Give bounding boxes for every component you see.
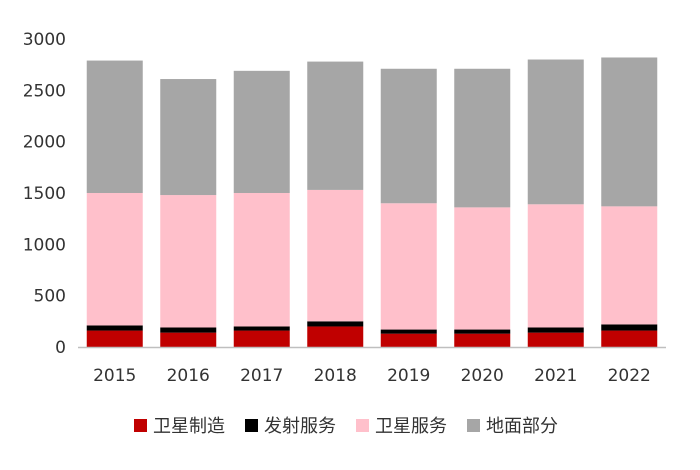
bar-segment <box>380 333 437 347</box>
bar-segment <box>527 59 584 205</box>
bar-segment <box>601 57 658 207</box>
bar-segment <box>233 330 290 347</box>
bar-segment <box>527 327 584 333</box>
bar-segment <box>307 326 364 347</box>
bar-segment <box>454 333 511 347</box>
bar-segment <box>160 327 217 333</box>
x-tick-label: 2022 <box>608 366 651 386</box>
y-tick-label: 2500 <box>23 81 66 101</box>
bar-segment <box>160 332 217 347</box>
bar-segment <box>86 193 143 326</box>
bar-segment <box>454 207 511 330</box>
legend-label: 地面部分 <box>486 416 558 437</box>
bar-segment <box>160 79 217 196</box>
y-tick-label: 500 <box>34 287 66 307</box>
y-axis: 0 500 1000 1500 2000 2500 3000 <box>23 30 66 358</box>
bar-segment <box>307 321 364 327</box>
bar-segment <box>86 330 143 347</box>
bar-segment <box>380 203 437 330</box>
x-axis: 2015 2016 2017 2018 2019 2020 2021 2022 <box>78 346 666 386</box>
legend-swatch <box>467 419 480 432</box>
legend-label: 卫星服务 <box>375 416 447 437</box>
x-tick-label: 2018 <box>314 366 357 386</box>
legend: 卫星制造 发射服务 卫星服务 地面部分 <box>134 416 558 437</box>
legend-swatch <box>245 419 258 432</box>
x-tick-label: 2019 <box>387 366 430 386</box>
bars <box>86 57 658 347</box>
bar-segment <box>86 60 143 194</box>
y-tick-label: 0 <box>55 338 66 358</box>
y-tick-label: 2000 <box>23 133 66 153</box>
bar-segment <box>601 330 658 347</box>
bar-segment <box>601 206 658 325</box>
x-tick-label: 2016 <box>167 366 210 386</box>
x-tick-label: 2020 <box>461 366 504 386</box>
bar-segment <box>454 329 511 334</box>
bar-segment <box>380 68 437 204</box>
bar-segment <box>86 325 143 331</box>
bar-segment <box>307 189 364 322</box>
bar-segment <box>307 61 364 190</box>
bar-segment <box>160 195 217 328</box>
bar-segment <box>527 204 584 328</box>
y-tick-label: 1500 <box>23 184 66 204</box>
legend-swatch <box>356 419 369 432</box>
x-tick-label: 2017 <box>240 366 283 386</box>
bar-segment <box>601 324 658 331</box>
bar-segment <box>380 329 437 334</box>
bar-segment <box>454 68 511 208</box>
x-tick-label: 2015 <box>93 366 136 386</box>
legend-label: 卫星制造 <box>153 416 225 437</box>
bar-segment <box>233 326 290 331</box>
bar-segment <box>233 193 290 327</box>
bar-segment <box>233 70 290 193</box>
legend-swatch <box>134 419 147 432</box>
y-tick-label: 3000 <box>23 30 66 50</box>
y-tick-label: 1000 <box>23 235 66 255</box>
bar-segment <box>527 332 584 347</box>
legend-label: 发射服务 <box>264 416 336 437</box>
x-tick-label: 2021 <box>534 366 577 386</box>
